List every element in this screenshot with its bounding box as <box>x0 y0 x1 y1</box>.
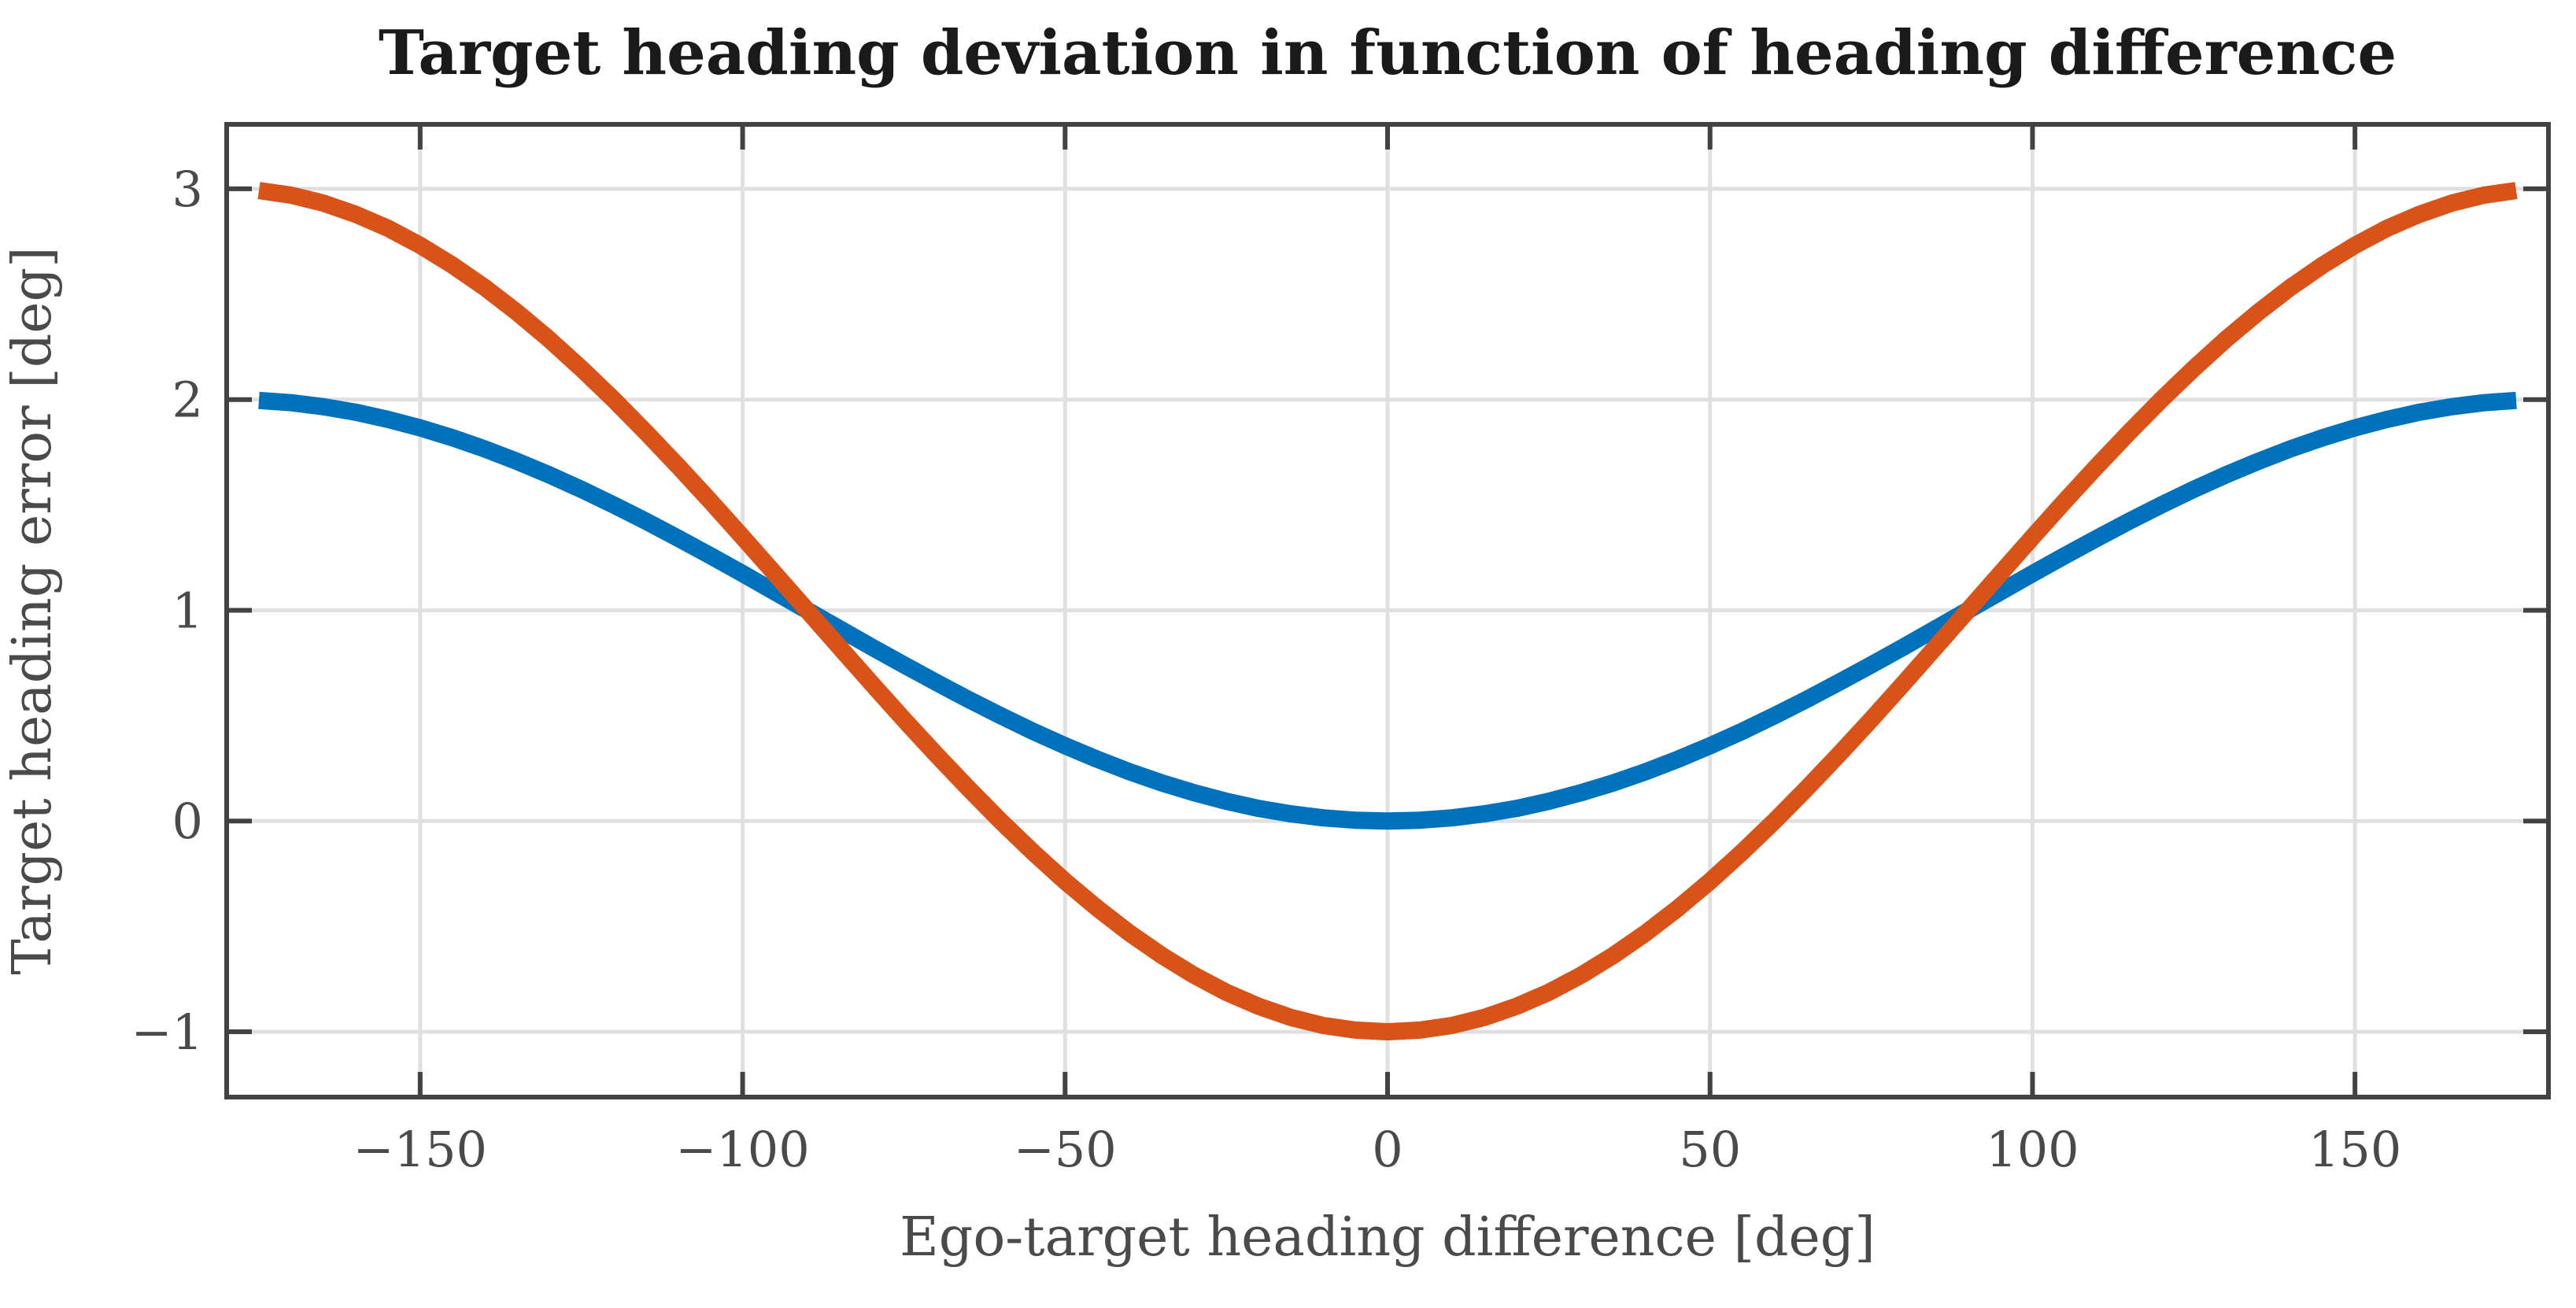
x-tick-label: −150 <box>353 1121 487 1178</box>
series-layer <box>257 182 2518 1040</box>
y-axis-label: Target heading error [deg] <box>2 246 64 974</box>
grid-layer <box>227 124 2548 1097</box>
x-tick-label: −50 <box>1014 1121 1117 1178</box>
chart-title: Target heading deviation in function of … <box>379 17 2397 89</box>
tick-layer <box>227 124 2548 1097</box>
x-axis-label: Ego-target heading difference [deg] <box>900 1206 1876 1269</box>
y-tick-label: 1 <box>172 582 203 639</box>
y-tick-label: −1 <box>131 1003 203 1061</box>
x-tick-label: 50 <box>1679 1121 1741 1178</box>
plot-border <box>224 122 2551 1099</box>
x-tick-label: −100 <box>675 1121 809 1178</box>
series-line-blue-curve <box>258 391 2517 830</box>
y-tick-label: 2 <box>172 371 203 429</box>
x-tick-label: 100 <box>1986 1121 2079 1178</box>
x-tick-label: 0 <box>1372 1121 1403 1178</box>
x-tick-label: 150 <box>2308 1121 2401 1178</box>
tick-label-layer: −150 −100 −50 0 50 100 150 −1 0 1 2 3 <box>131 161 2402 1178</box>
series-line-orange-curve <box>257 182 2518 1040</box>
y-tick-label: 0 <box>172 793 203 850</box>
y-tick-label: 3 <box>172 161 203 218</box>
